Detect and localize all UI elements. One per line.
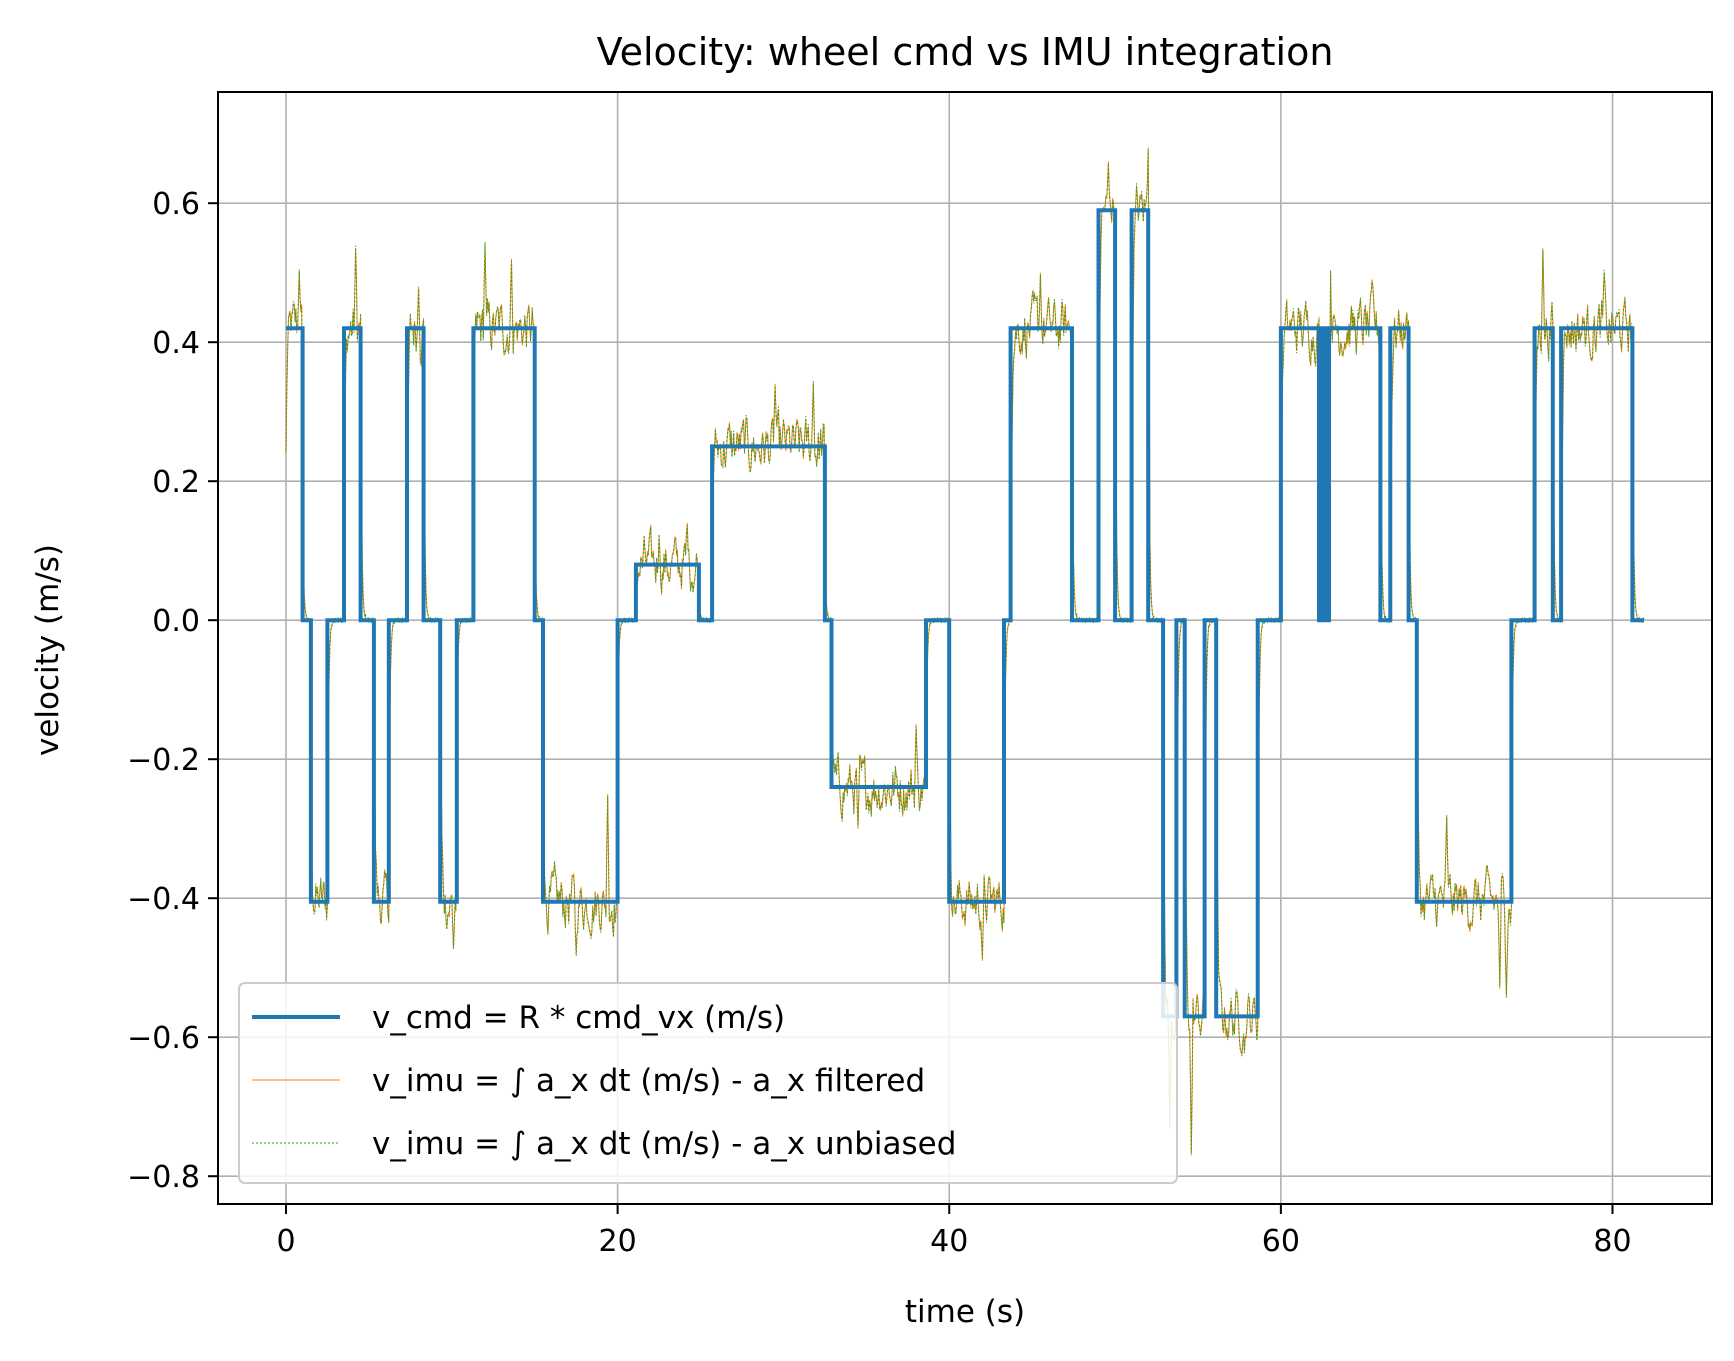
x-tick-label: 40	[930, 1224, 968, 1259]
plot-frame	[217, 91, 1713, 1205]
tick-layer: 0 20 40 60 80 −0.8 −0.6 −0.4 −0.2 0.0 0.2 0.4 0.6	[127, 187, 1631, 1259]
legend-box	[238, 982, 1178, 1184]
legend-label-v-imu-unbiased: v_imu = ∫ a_x dt (m/s) - a_x unbiased	[372, 1126, 956, 1162]
legend: v_cmd = R * cmd_vx (m/s) v_imu = ∫ a_x d…	[238, 982, 1178, 1184]
y-tick-label: 0.2	[152, 465, 200, 500]
x-tick-label: 60	[1262, 1224, 1300, 1259]
y-tick-label: −0.8	[127, 1160, 200, 1195]
x-tick-label: 20	[599, 1224, 637, 1259]
y-axis-label: velocity (m/s)	[30, 544, 66, 756]
series-line-v-imu-unbiased	[285, 149, 1645, 1153]
y-tick-label: −0.6	[127, 1021, 200, 1056]
chart-title: Velocity: wheel cmd vs IMU integration	[597, 30, 1334, 74]
y-tick-label: −0.4	[127, 882, 200, 917]
series-line-v-cmd	[286, 208, 1644, 1019]
y-tick-label: 0.4	[152, 326, 200, 361]
y-tick-label: 0.0	[152, 604, 200, 639]
legend-label-v-cmd: v_cmd = R * cmd_vx (m/s)	[372, 1000, 785, 1036]
legend-label-v-imu-filtered: v_imu = ∫ a_x dt (m/s) - a_x filtered	[372, 1063, 925, 1099]
x-tick-label: 80	[1593, 1224, 1631, 1259]
x-tick-label: 0	[276, 1224, 295, 1259]
y-tick-label: 0.6	[152, 187, 200, 222]
y-tick-label: −0.2	[127, 743, 200, 778]
series-layer	[285, 147, 1645, 1156]
x-axis-label: time (s)	[905, 1294, 1025, 1330]
